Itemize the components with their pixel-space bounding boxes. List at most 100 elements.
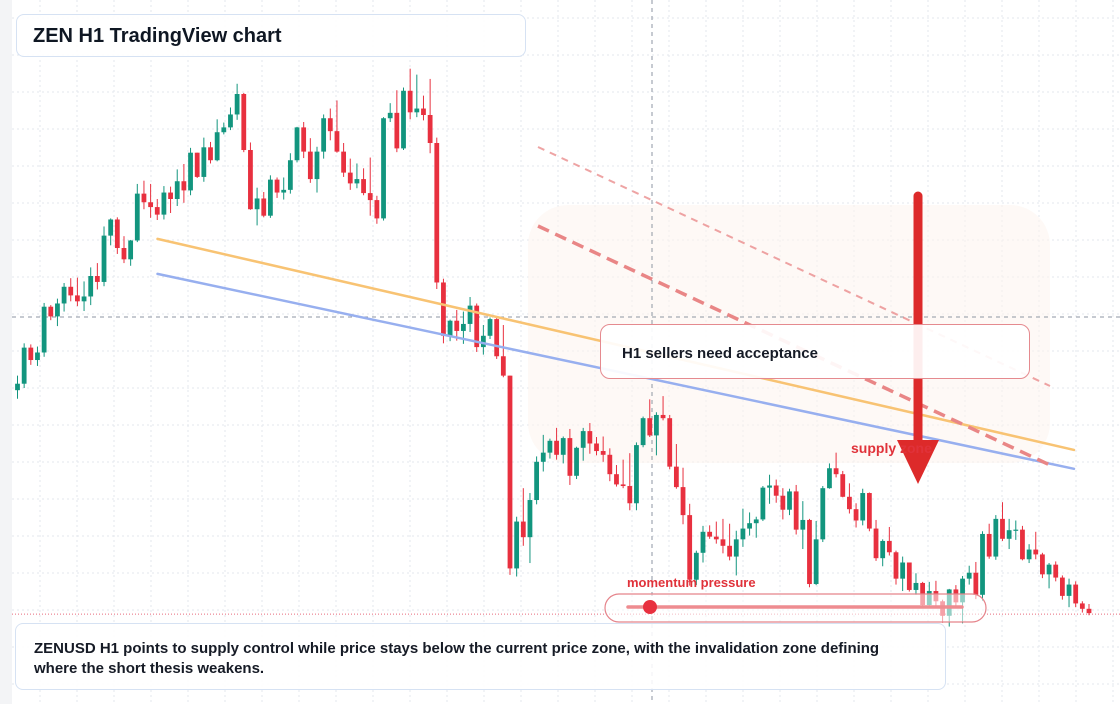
candle: [740, 508, 746, 547]
candle-body: [680, 487, 686, 516]
candle-body: [281, 189, 287, 193]
candle-body: [547, 440, 553, 453]
candle: [121, 236, 127, 264]
candle-body: [966, 572, 972, 579]
candle: [61, 283, 67, 312]
candle: [354, 163, 360, 189]
candle-body: [873, 528, 879, 559]
candle: [1073, 581, 1079, 608]
candle-body: [747, 523, 752, 529]
candle: [374, 195, 380, 224]
candle-body: [733, 539, 739, 557]
candle-body: [1026, 549, 1032, 560]
candle-body: [514, 521, 520, 569]
candle-body: [35, 352, 40, 361]
candle-body: [114, 219, 120, 249]
candle-body: [527, 500, 533, 538]
candle: [174, 169, 180, 207]
candle-body: [673, 466, 679, 488]
candle-body: [640, 418, 646, 446]
candle: [780, 488, 786, 520]
candle: [733, 530, 739, 576]
candle-body: [654, 414, 659, 436]
candle: [480, 325, 486, 355]
candle-body: [720, 539, 726, 546]
bearish-arrow-head: [897, 440, 939, 484]
candle-body: [128, 240, 134, 260]
candle-body: [41, 306, 47, 353]
candle-body: [1020, 529, 1025, 560]
candle: [1053, 561, 1059, 582]
candle: [1040, 552, 1045, 579]
candle-body: [214, 132, 220, 161]
candle: [993, 515, 999, 560]
candle: [1079, 601, 1085, 613]
candle-body: [986, 533, 992, 557]
candle-body: [713, 536, 719, 540]
candle: [101, 226, 107, 287]
candle: [228, 107, 233, 131]
candle-body: [321, 118, 327, 152]
caption-text: ZENUSD H1 points to supply control while…: [34, 640, 880, 677]
candle: [886, 526, 892, 556]
candle-body: [893, 552, 899, 579]
candle-body: [866, 493, 872, 529]
candle-body: [168, 192, 173, 200]
candle: [88, 267, 94, 306]
candle-body: [1033, 549, 1039, 555]
candle-body: [1059, 577, 1065, 596]
candle: [261, 192, 267, 218]
supply-zone-label: supply zone: [851, 440, 932, 456]
candle-body: [793, 491, 799, 530]
candle-body: [767, 485, 772, 488]
candle: [913, 573, 919, 595]
candle-body: [773, 485, 779, 496]
candle-body: [81, 296, 87, 302]
candle: [148, 183, 154, 218]
candle-body: [540, 452, 546, 462]
candle: [560, 436, 566, 464]
candle: [607, 448, 613, 482]
candle-body: [467, 305, 473, 324]
candle-body: [534, 461, 540, 501]
candle: [520, 488, 526, 546]
candle-body: [254, 198, 260, 210]
candle-body: [374, 200, 380, 219]
candle-body: [427, 115, 433, 144]
candle: [334, 100, 340, 153]
candle-body: [161, 192, 167, 215]
candle-body: [600, 451, 606, 455]
candle-body: [560, 438, 566, 455]
candle: [594, 437, 599, 456]
candle-body: [188, 152, 193, 191]
candle: [1059, 575, 1065, 600]
candle: [866, 492, 872, 532]
candle: [634, 442, 639, 511]
candle-body: [208, 147, 213, 161]
candle: [773, 479, 779, 503]
candle: [341, 143, 347, 177]
candle-body: [1040, 554, 1045, 575]
candle-body: [194, 152, 200, 177]
candle-body: [201, 147, 207, 177]
candle-body: [434, 143, 440, 283]
candle: [713, 521, 719, 544]
candle: [241, 92, 247, 153]
candle-body: [301, 127, 307, 152]
candle-body: [61, 286, 67, 304]
candle-body: [906, 562, 912, 590]
candle-body: [1000, 518, 1005, 539]
candle: [980, 531, 985, 601]
candle: [614, 465, 619, 487]
candle-body: [234, 94, 240, 115]
candle: [660, 396, 666, 421]
candle: [627, 453, 633, 511]
candle: [540, 434, 546, 472]
candle: [827, 463, 832, 489]
candle: [693, 550, 699, 586]
candle-body: [687, 515, 693, 580]
candle-body: [347, 172, 353, 184]
candle: [434, 137, 440, 289]
candle: [394, 90, 400, 153]
candle: [268, 175, 273, 218]
